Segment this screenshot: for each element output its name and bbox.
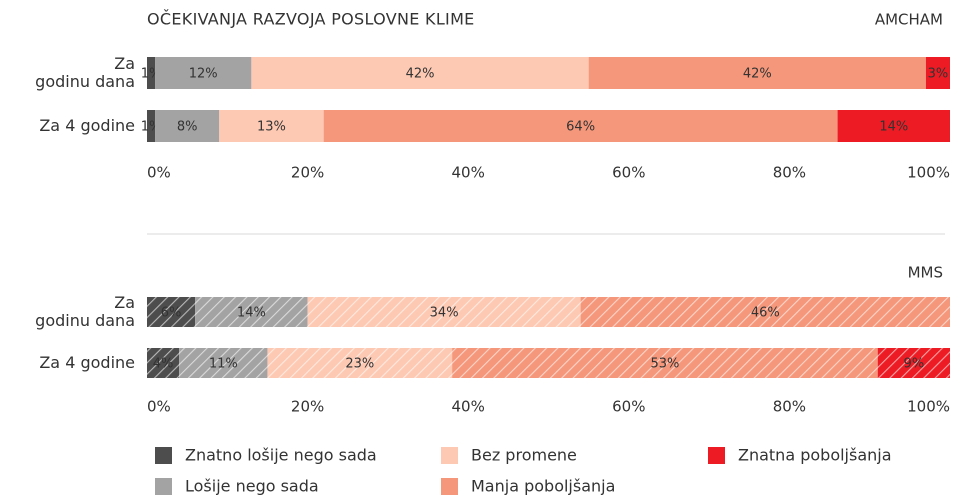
category-label: Za 4 godine [39,116,135,135]
data-label: 14% [237,306,266,321]
x-tick-label: 60% [612,164,645,182]
data-label: 14% [879,120,908,135]
legend-label: Znatna poboljšanja [738,446,892,465]
bar-segment [267,348,453,378]
x-tick-label: 40% [452,398,485,416]
bar-segment [155,57,252,89]
x-tick-label: 100% [907,164,950,182]
bar-segment [323,110,838,142]
data-label: 42% [406,67,435,82]
x-tick-label: 20% [291,164,324,182]
bar-segment [588,57,926,89]
data-label: 64% [566,120,595,135]
x-tick-label: 0% [147,398,171,416]
bar-segment [580,297,950,327]
data-label: 42% [743,67,772,82]
data-label: 3% [928,67,949,82]
x-tick-label: 80% [773,398,806,416]
legend-swatch [155,447,172,464]
data-label: 9% [904,357,925,372]
data-label: 8% [177,120,198,135]
legend-swatch [155,478,172,495]
chart-title: OČEKIVANJA RAZVOJA POSLOVNE KLIME [147,10,475,29]
category-label: Za godinu dana [35,293,135,330]
data-label: 13% [257,120,286,135]
bar-segment [147,297,196,327]
legend-label: Lošije nego sada [185,477,319,496]
bar-segment [837,110,950,142]
bar-segment [179,348,268,378]
data-label: 34% [430,306,459,321]
chart-source: AMCHAM [875,11,943,29]
data-label: 53% [650,357,679,372]
legend-label: Znatno lošije nego sada [185,446,377,465]
data-label: 12% [189,67,218,82]
data-label: 4% [153,357,174,372]
data-label: 46% [751,306,780,321]
bar-segment [147,348,180,378]
bar-segment [925,57,950,89]
category-label: Za godinu dana [35,54,135,91]
chart-source: MMS [908,264,943,282]
data-label: 23% [345,357,374,372]
bar-segment [147,57,156,89]
bar-segment [219,110,324,142]
x-tick-label: 60% [612,398,645,416]
legend-label: Bez promene [471,446,577,465]
bar-segment [251,57,589,89]
bar-segment [147,110,156,142]
legend-swatch [441,478,458,495]
x-tick-label: 0% [147,164,171,182]
x-tick-label: 20% [291,398,324,416]
x-tick-label: 100% [907,398,950,416]
category-label: Za 4 godine [39,353,135,372]
x-tick-label: 80% [773,164,806,182]
legend-swatch [708,447,725,464]
x-tick-label: 40% [452,164,485,182]
legend-label: Manja poboljšanja [471,477,615,496]
bar-segment [307,297,581,327]
bar-segment [195,297,308,327]
bar-segment [155,110,220,142]
legend-swatch [441,447,458,464]
data-label: 11% [209,357,238,372]
bar-segment [452,348,878,378]
data-label: 6% [161,306,182,321]
bar-segment [877,348,950,378]
